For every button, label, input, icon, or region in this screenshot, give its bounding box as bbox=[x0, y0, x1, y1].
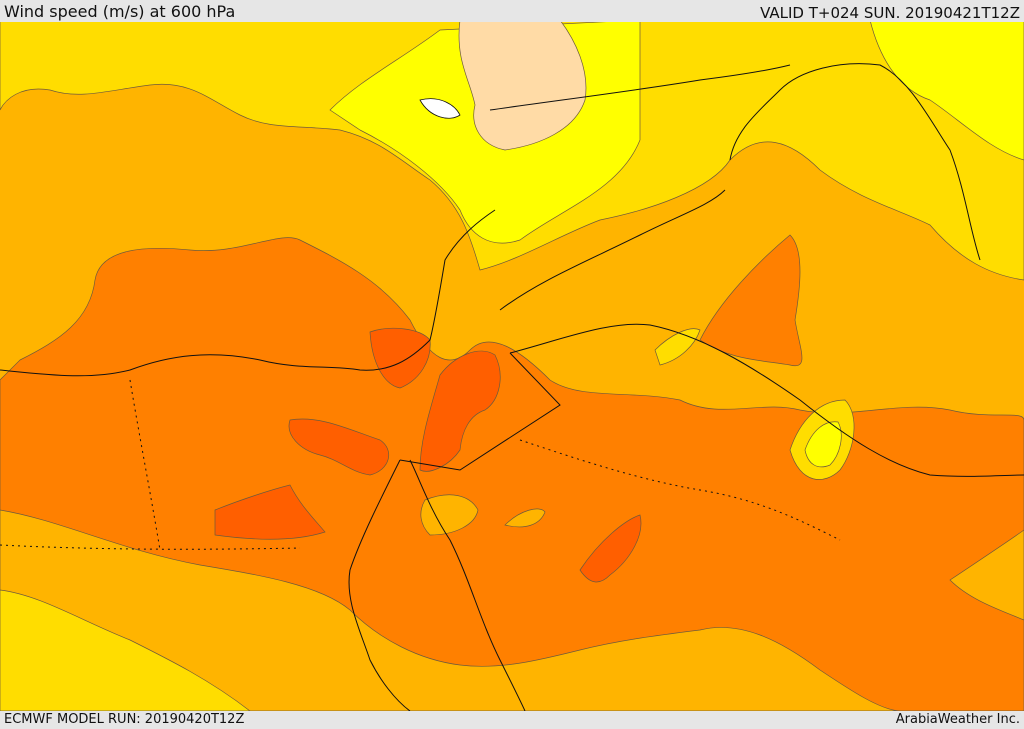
red-sea-coast-east bbox=[409, 459, 526, 711]
sudan-border-dotted bbox=[0, 544, 301, 550]
strong-patch-nile bbox=[214, 484, 326, 540]
saudi-internal-dotted bbox=[519, 439, 841, 541]
weak-island-south bbox=[504, 508, 546, 528]
border-iraq-iran bbox=[729, 63, 981, 261]
lake-van bbox=[419, 98, 461, 119]
border-jordan-iraq bbox=[499, 189, 726, 311]
border-jordan-saudi bbox=[399, 352, 561, 471]
model-run: ECMWF MODEL RUN: 20190420T12Z bbox=[4, 712, 245, 727]
border-saudi-iraq bbox=[509, 323, 1024, 477]
footer-bar: ECMWF MODEL RUN: 20190420T12Z ArabiaWeat… bbox=[0, 711, 1024, 729]
border-turkey-syria bbox=[489, 64, 791, 111]
south-band bbox=[0, 509, 901, 711]
mediterranean-coast bbox=[0, 209, 496, 377]
map-title: Wind speed (m/s) at 600 hPa bbox=[4, 2, 236, 21]
yellow-zone-east bbox=[869, 20, 1024, 161]
calm-zone bbox=[458, 20, 587, 151]
weak-island-iraq bbox=[654, 328, 701, 366]
strong-patch-sinai bbox=[369, 327, 431, 389]
southeast-yellow bbox=[949, 529, 1024, 621]
strong-patch-jordan bbox=[419, 350, 501, 472]
orange-lobe-east bbox=[699, 234, 803, 367]
south-yellow bbox=[0, 589, 251, 711]
egypt-border-dotted bbox=[129, 379, 161, 551]
credit: ArabiaWeather Inc. bbox=[895, 712, 1020, 727]
weak-island-red-sea bbox=[420, 494, 479, 536]
valid-time: VALID T+024 SUN. 20190421T12Z bbox=[760, 4, 1020, 22]
weak-island-east-core bbox=[804, 421, 842, 468]
red-sea-coast-west bbox=[348, 459, 411, 711]
strong-patch-egypt bbox=[288, 418, 390, 476]
map-canvas bbox=[0, 20, 1024, 711]
wind-speed-map bbox=[0, 20, 1024, 711]
strong-patch-arabia bbox=[579, 514, 642, 583]
header-bar: Wind speed (m/s) at 600 hPa VALID T+024 … bbox=[0, 0, 1024, 22]
